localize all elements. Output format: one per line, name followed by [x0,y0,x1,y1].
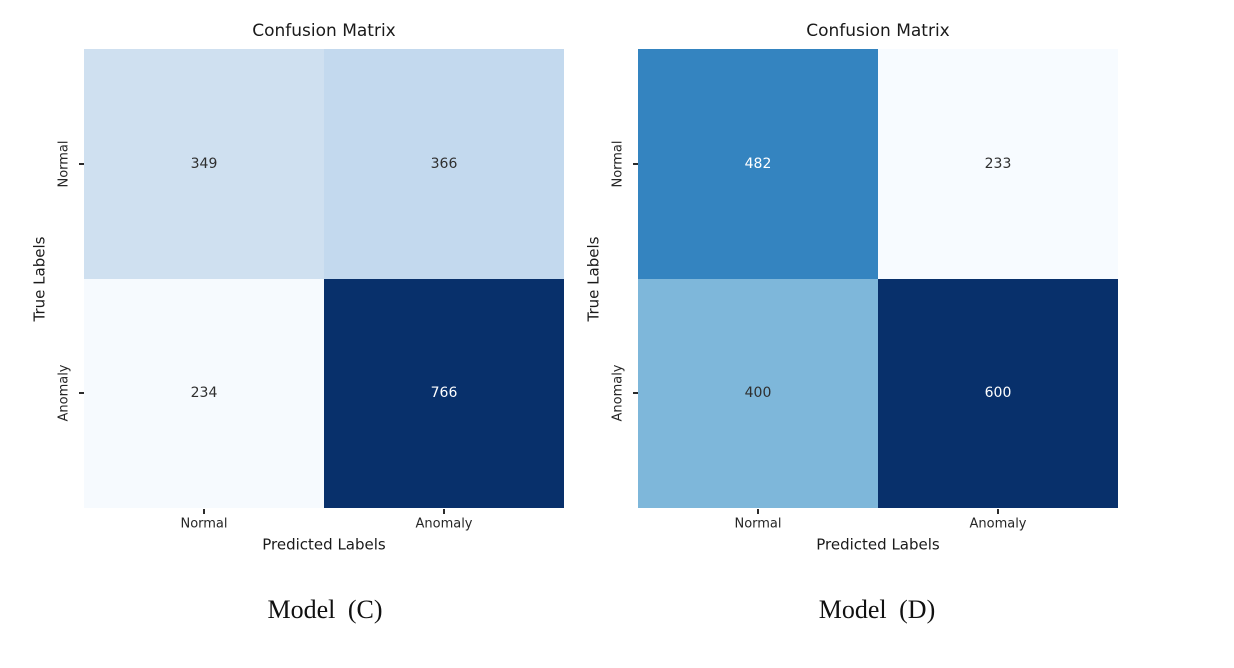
x-axis-label: Predicted Labels [262,535,386,554]
y-axis-label: True Labels [30,236,49,322]
cell-true-anomaly-pred-anomaly: 766 [324,278,564,508]
x-axis-label: Predicted Labels [816,535,940,554]
y-tick-label-anomaly: Anomaly [56,364,72,422]
x-tick-label-normal: Normal [180,516,228,532]
panel-caption-model-d: Model (D) [818,595,936,624]
cell-true-normal-pred-normal: 482 [638,49,878,279]
y-tick-label-normal: Normal [56,140,72,188]
y-tick-mark [79,392,84,394]
cell-true-anomaly-pred-anomaly: 600 [878,278,1118,508]
x-tick-mark [203,509,205,514]
y-axis-label: True Labels [584,236,603,322]
x-tick-mark [443,509,445,514]
x-tick-label-normal: Normal [734,516,782,532]
confusion-matrix-heatmap: 482 233 400 600 [638,49,1118,508]
y-tick-label-normal: Normal [610,140,626,188]
chart-title: Confusion Matrix [806,21,950,41]
cell-true-anomaly-pred-normal: 400 [638,278,878,508]
x-tick-mark [757,509,759,514]
y-tick-mark [633,392,638,394]
chart-title: Confusion Matrix [252,21,396,41]
panel-caption-model-c: Model (C) [267,595,383,624]
y-tick-mark [633,163,638,165]
y-tick-label-anomaly: Anomaly [610,364,626,422]
x-tick-mark [997,509,999,514]
x-tick-label-anomaly: Anomaly [969,516,1027,532]
y-tick-mark [79,163,84,165]
cell-true-normal-pred-anomaly: 366 [324,49,564,279]
x-tick-label-anomaly: Anomaly [415,516,473,532]
confusion-matrix-heatmap: 349 366 234 766 [84,49,564,508]
cell-true-anomaly-pred-normal: 234 [84,278,324,508]
cell-true-normal-pred-anomaly: 233 [878,49,1118,279]
cell-true-normal-pred-normal: 349 [84,49,324,279]
